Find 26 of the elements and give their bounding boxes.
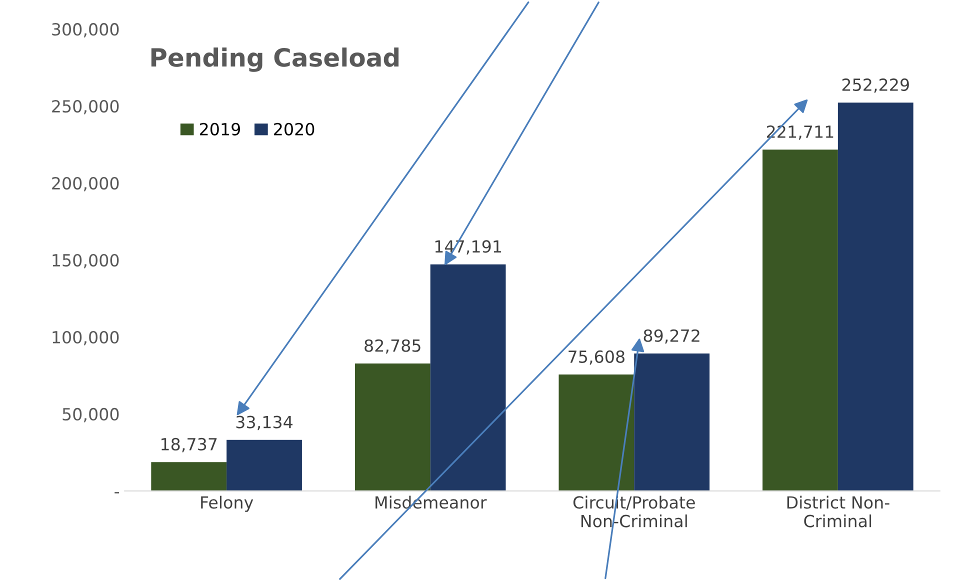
y-tick-label: 50,000 — [62, 408, 119, 422]
x-tick-label: Felony — [201, 496, 254, 512]
data-label: 89,272 — [644, 329, 700, 344]
y-tick-label: 100,000 — [52, 330, 119, 346]
legend-label: 2019 — [200, 122, 240, 136]
data-label: 82,785 — [364, 339, 420, 354]
y-tick-label: 200,000 — [52, 176, 119, 192]
legend-label: 2020 — [274, 122, 314, 136]
bar — [762, 150, 838, 491]
bar — [151, 462, 227, 491]
y-tick-label: 250,000 — [52, 100, 119, 114]
y-tick-label: 150,000 — [52, 254, 119, 268]
bar — [838, 102, 914, 491]
y-tick-label: 300,000 — [52, 23, 119, 38]
data-label: 18,737 — [162, 438, 217, 452]
bar — [558, 374, 634, 491]
y-tick-label: - — [114, 492, 119, 494]
bar — [226, 440, 302, 491]
bar — [354, 363, 430, 491]
bar — [634, 353, 710, 491]
bar — [430, 264, 506, 491]
x-tick-label: District Non- Criminal — [787, 496, 890, 528]
data-label: 33,134 — [236, 416, 292, 430]
text: Pending Caseload — [151, 48, 399, 72]
data-label: 75,608 — [568, 350, 624, 365]
data-label: 252,229 — [842, 78, 909, 93]
